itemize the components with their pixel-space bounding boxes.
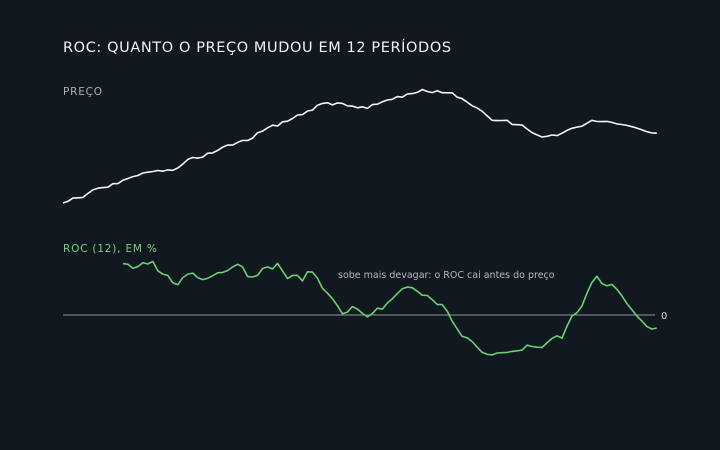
price-series-line	[62, 88, 657, 204]
price-panel-label: PREÇO	[63, 86, 103, 98]
chart-title: ROC: QUANTO O PREÇO MUDOU EM 12 PERÍODOS	[63, 40, 452, 56]
roc-series-line	[122, 260, 657, 356]
roc-zero-tick-label: 0	[661, 311, 667, 322]
roc-annotation: sobe mais devagar: o ROC cai antes do pr…	[338, 270, 555, 281]
roc-panel-label: ROC (12), EM %	[63, 243, 158, 255]
